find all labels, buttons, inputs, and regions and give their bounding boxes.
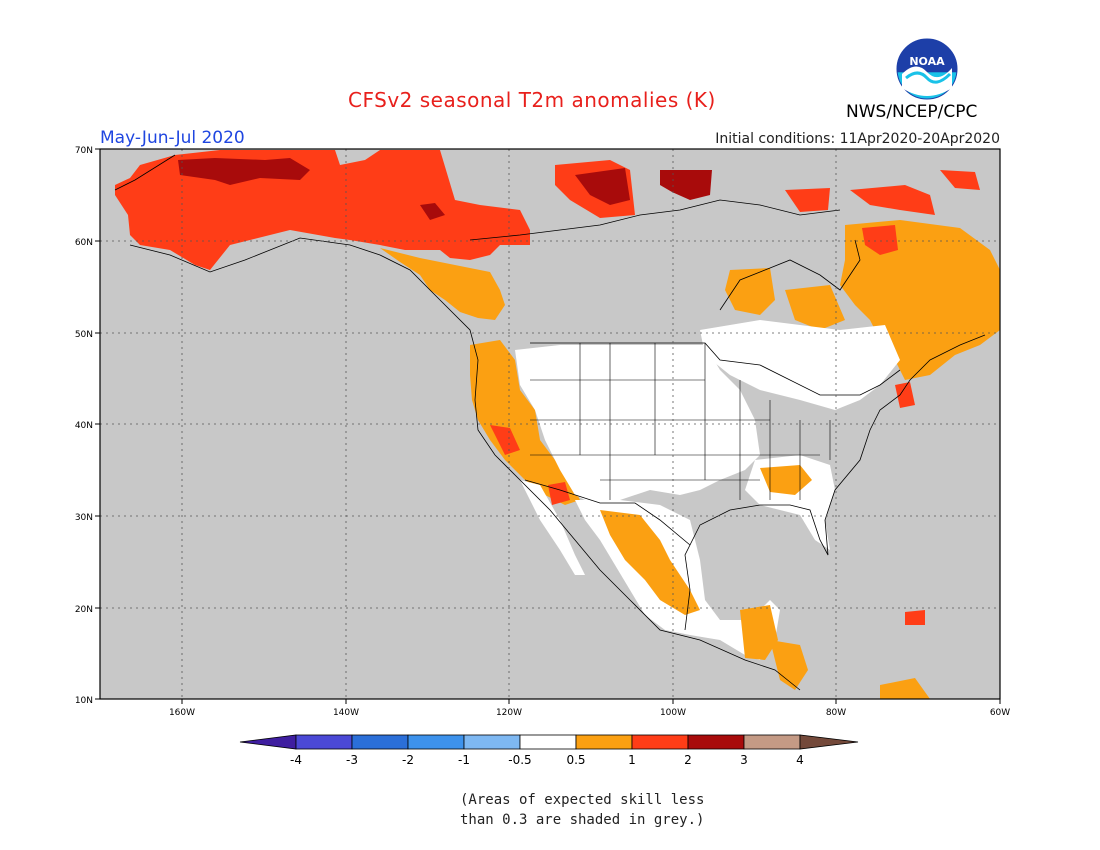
gulf-coastline [684,334,986,631]
caribbean-orange-region [880,678,930,699]
agency-label: NWS/NCEP/CPC [846,102,978,122]
alaska-darkred-region [178,158,310,185]
graticule [100,149,1000,699]
centralamerica-orange-region [770,640,808,690]
noaa-logo-icon: NOAA [896,38,958,100]
colorbar-label: 3 [740,753,748,767]
ticks [95,148,1001,704]
colorbar-swatch [463,734,521,750]
arctic-coast [469,199,841,241]
lat-label: 50N [75,330,93,340]
colorbar-swatch [519,734,577,750]
coastlines [114,154,986,691]
greenland-red-2 [940,170,980,190]
quebec-red-region [862,225,898,255]
colorbar-swatch [743,734,801,750]
colorbar-swatch [687,734,745,750]
lat-label: 20N [75,605,93,615]
colorbar-swatch [239,734,297,750]
colorbar-swatch [351,734,409,750]
uswest-orange-region [470,340,580,505]
lon-label: 60W [990,708,1010,718]
colorbar-label: -4 [290,753,302,767]
arctic-darkred-2 [660,170,712,200]
colorbar-label: 2 [684,753,692,767]
colorbar-label: -0.5 [508,753,531,767]
california-red-region [490,425,520,455]
mexico-orange-region [600,510,700,615]
colorbar-swatch [575,734,633,750]
colorbar-label: 4 [796,753,804,767]
season-label: May-Jun-Jul 2020 [100,128,245,148]
lat-label: 10N [75,696,93,706]
colorbar [239,734,859,750]
northeast-red-region [895,382,915,408]
chart-title: CFSv2 seasonal T2m anomalies (K) [348,88,716,112]
west-coastline [114,154,801,691]
eastcentral-white-region [700,320,900,410]
lon-labels: 160W 140W 120W 100W 80W 60W [169,708,1010,718]
skill-note-line: than 0.3 are shaded in grey.) [460,812,705,828]
colorbar-label: -3 [346,753,358,767]
colorbar-label: -2 [402,753,414,767]
lat-label: 60N [75,238,93,248]
lat-label: 70N [75,146,93,156]
puerto-rico-red [905,610,925,625]
arctic-red-2 [785,188,830,212]
interior-us-white-region [515,345,760,505]
southeast-orange-region [760,465,812,495]
lon-label: 80W [826,708,846,718]
baja-white-region [520,480,585,575]
lon-label: 160W [169,708,195,718]
lat-label: 30N [75,513,93,523]
skill-note-line: (Areas of expected skill less [460,792,705,808]
yukon-darkred-region [420,203,445,220]
lon-label: 120W [496,708,522,718]
lon-label: 140W [333,708,359,718]
colorbar-swatch [407,734,465,750]
hudson-bay-coast [719,239,861,311]
lat-label: 40N [75,421,93,431]
colorbar-label: -1 [458,753,470,767]
skill-note: (Areas of expected skill less than 0.3 a… [460,790,704,830]
colorbar-label: 1 [628,753,636,767]
lon-label: 100W [660,708,686,718]
anomaly-regions [115,150,1000,699]
lat-labels: 70N 60N 50N 40N 30N 20N 10N [75,146,93,706]
greenland-red [850,185,935,215]
yucatan-orange-region [740,605,778,660]
ontario-orange-region [785,285,845,330]
state-lines [530,343,831,500]
colorbar-swatch [631,734,689,750]
hudson-orange-region [725,268,775,315]
logo-text: NOAA [909,55,945,68]
us-canada-border [530,342,901,396]
colorbar-label: 0.5 [566,753,585,767]
arctic-darkred-1 [575,168,630,205]
colorbar-swatch [295,734,353,750]
initial-conditions-label: Initial conditions: 11Apr2020-20Apr2020 [715,131,1000,147]
colorbar-labels: -4 -3 -2 -1 -0.5 0.5 1 2 3 4 [290,753,804,767]
colorbar-swatch [799,734,859,750]
us-mexico-border [524,479,691,546]
bc-orange-region [380,248,505,320]
